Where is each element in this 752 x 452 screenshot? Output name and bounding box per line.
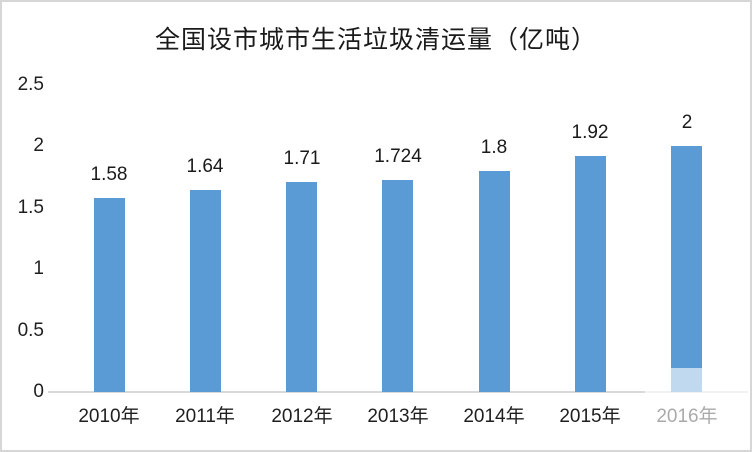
x-axis-tick-label: 2013年 [367, 406, 429, 427]
y-axis-tick-label: 0 [33, 381, 44, 402]
y-axis-tick-label: 0.5 [17, 319, 44, 341]
x-axis-tick-label: 2014年 [463, 406, 525, 427]
x-axis-tick-label: 2011年 [175, 406, 235, 427]
bar-value-label: 1.724 [374, 146, 422, 167]
y-axis-tick-label: 2.5 [17, 73, 44, 95]
bar-value-label: 1.8 [480, 137, 508, 158]
bar-2011年 [190, 190, 221, 392]
bar-value-label: 2 [681, 112, 693, 133]
bar-2013年 [382, 180, 413, 392]
chart-title: 全国设市城市生活垃圾清运量（亿吨） [154, 26, 597, 54]
bar-value-label: 1.71 [283, 148, 321, 169]
bar-value-label: 1.58 [90, 164, 128, 185]
bar-2010年 [94, 198, 125, 392]
x-axis-tick-label: 2015年 [559, 406, 621, 427]
y-axis-tick-label: 2 [33, 135, 44, 156]
y-axis-tick-label: 1.5 [17, 196, 44, 218]
bar-2014年 [479, 171, 510, 392]
bar-value-label: 1.92 [571, 122, 609, 143]
bar-2015年 [575, 156, 606, 392]
bar-value-label: 1.64 [186, 156, 224, 177]
watermark-patch [645, 368, 748, 439]
bar-2012年 [286, 182, 317, 392]
x-axis-line [48, 391, 748, 393]
x-axis-tick-label: 2012年 [271, 406, 333, 427]
y-axis-tick-label: 1 [33, 258, 44, 279]
bar-2016年 [671, 146, 702, 392]
x-axis-tick-label: 2010年 [78, 406, 140, 427]
